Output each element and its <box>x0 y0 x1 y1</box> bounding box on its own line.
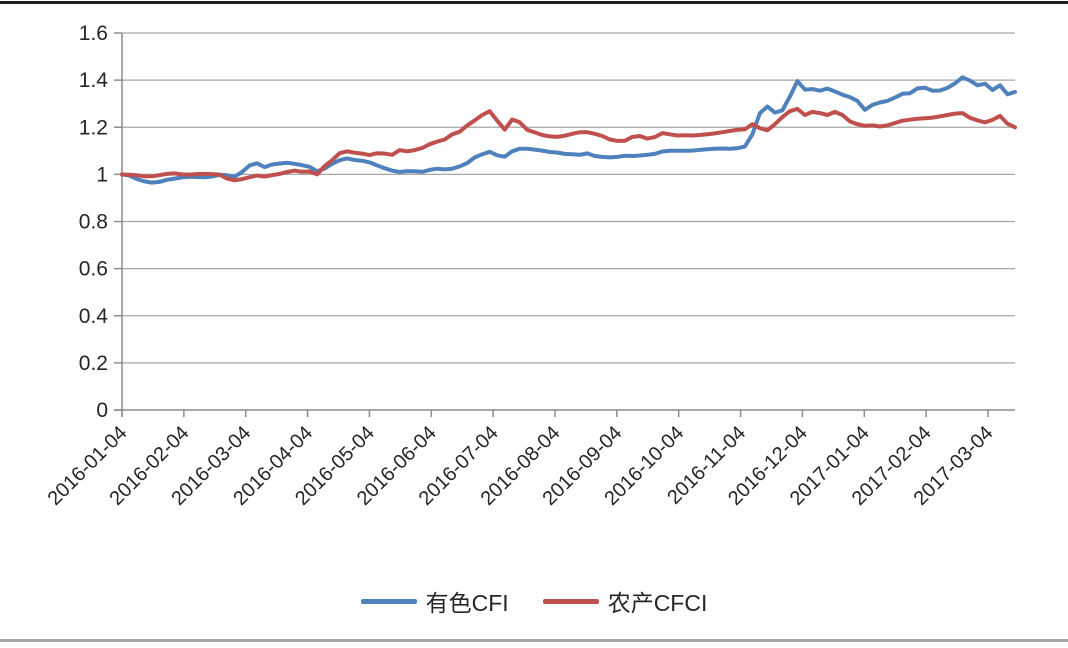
series-line-0 <box>120 75 1017 185</box>
y-tick-label: 0.2 <box>79 352 108 375</box>
y-tick-label: 1 <box>96 163 108 186</box>
chart-legend: 有色CFI 农产CFCI <box>0 584 1068 618</box>
y-tick-label: 0.8 <box>79 211 108 234</box>
y-tick-label: 0 <box>96 399 108 422</box>
legend-label: 有色CFI <box>425 590 509 616</box>
legend-line-sample-red <box>542 598 599 604</box>
y-tick-label: 0.4 <box>79 305 109 328</box>
y-tick-label: 0.6 <box>79 258 108 281</box>
series-line-1 <box>120 106 1017 183</box>
y-tick-label: 1.4 <box>79 69 109 92</box>
y-tick-label: 1.2 <box>79 116 108 139</box>
legend-line-sample-blue <box>360 598 417 604</box>
legend-item-nongchan-cfci: 农产CFCI <box>542 584 708 618</box>
legend-label: 农产CFCI <box>607 590 708 616</box>
page-top-border <box>0 1 1068 4</box>
page-bottom-border <box>0 639 1068 642</box>
y-tick-label: 1.6 <box>79 22 108 45</box>
legend-item-youse-cfi: 有色CFI <box>360 584 509 618</box>
